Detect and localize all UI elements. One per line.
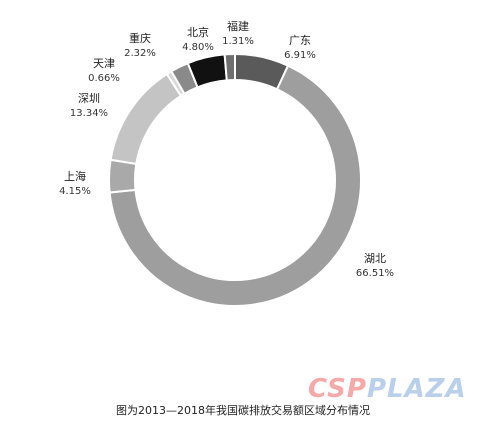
slice-label-5: 重庆	[129, 31, 151, 45]
slice-pct-0: 6.91%	[284, 50, 316, 61]
slice-labels: 广东 6.91% 湖北 66.51% 上海 4.15% 深圳 13.34% 天津 0.66% 重庆 2…	[59, 19, 394, 279]
slice-pct-3: 13.34%	[70, 108, 108, 119]
donut-slices	[108, 52, 362, 307]
slice-pct-6: 4.80%	[182, 42, 214, 53]
slice-3	[109, 72, 183, 166]
watermark-logo: CSPPLAZA	[308, 374, 467, 404]
slice-pct-2: 4.15%	[59, 186, 91, 197]
donut-chart: 广东 6.91% 湖北 66.51% 上海 4.15% 深圳 13.34% 天津 0.66% 重庆 2…	[59, 19, 394, 307]
slice-label-4: 天津	[93, 57, 115, 70]
watermark-plaza: PLAZA	[366, 374, 467, 404]
slice-label-1: 湖北	[364, 252, 386, 265]
slice-pct-7: 1.31%	[222, 36, 254, 47]
slice-7	[223, 52, 236, 82]
slice-pct-4: 0.66%	[88, 73, 120, 84]
slice-label-7: 福建	[227, 19, 249, 33]
slice-label-0: 广东	[289, 34, 311, 47]
chart-caption: 图为2013—2018年我国碳排放交易额区域分布情况	[116, 404, 370, 417]
slice-label-6: 北京	[187, 25, 209, 39]
slice-label-2: 上海	[64, 169, 86, 183]
slice-pct-1: 66.51%	[356, 268, 394, 279]
slice-label-3: 深圳	[78, 92, 100, 105]
slice-pct-5: 2.32%	[124, 48, 156, 59]
slice-1	[108, 64, 362, 307]
slice-2	[108, 158, 138, 194]
watermark-csp: CSP	[308, 374, 367, 404]
